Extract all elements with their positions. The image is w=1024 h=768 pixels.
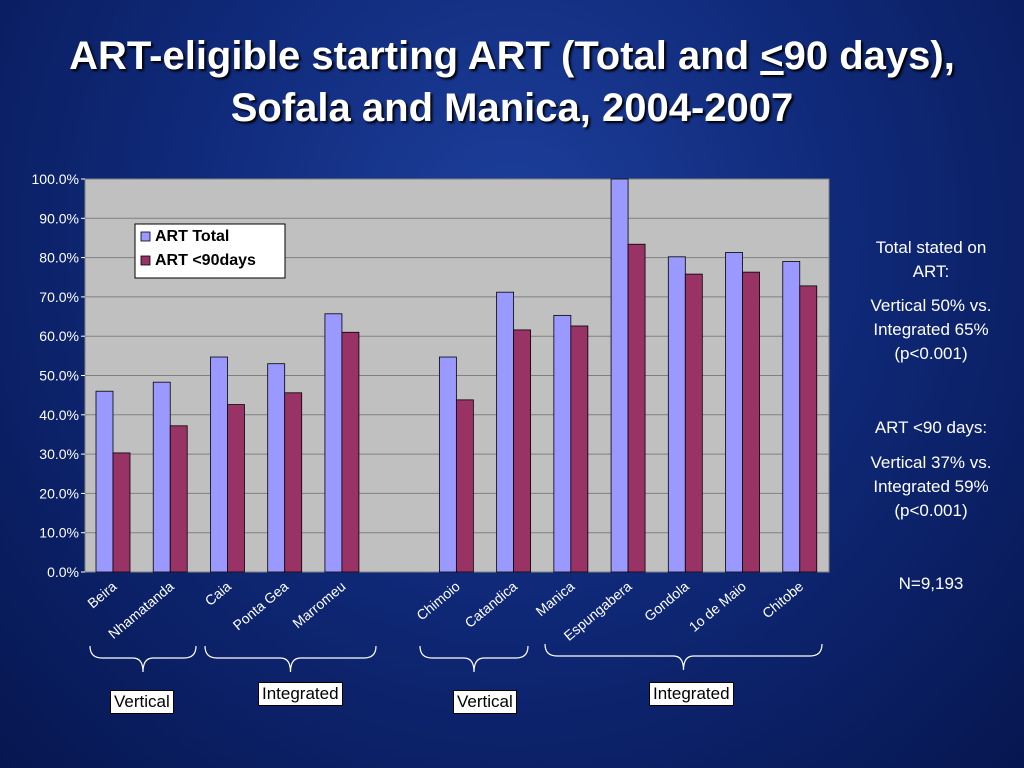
x-tick-label: 1o de Maio	[686, 578, 750, 635]
bar-art-90days	[513, 329, 532, 573]
bar-art-total	[553, 314, 572, 573]
x-tick-label: Gondola	[641, 578, 692, 624]
bar-art-total	[210, 356, 228, 573]
group-label-integrated-manica: Integrated	[649, 682, 734, 706]
bar-art-total	[95, 390, 114, 573]
title-underline: <	[760, 34, 784, 78]
x-tick-label: Caia	[202, 578, 235, 609]
slide-title: ART-eligible starting ART (Total and <90…	[40, 30, 984, 134]
bar-art-90days	[284, 392, 303, 573]
group-label-vertical-manica: Vertical	[453, 690, 517, 714]
bar-art-90days	[684, 273, 703, 573]
bar-art-total	[667, 256, 686, 573]
legend-swatch	[140, 231, 151, 242]
bar-art-90days	[455, 399, 474, 573]
bar-art-total	[152, 381, 171, 573]
y-tick-label: 70.0%	[39, 289, 79, 305]
note-days-detail: Vertical 37% vs. Integrated 59% (p<0.001…	[870, 453, 992, 520]
group-brace	[544, 643, 823, 671]
x-tick-label: Marromeu	[289, 578, 348, 631]
y-tick-label: 20.0%	[39, 485, 79, 501]
group-brace	[204, 645, 377, 673]
legend-box	[134, 223, 286, 279]
x-tick-label: Chitobe	[759, 578, 806, 621]
legend-swatch	[140, 255, 151, 266]
bar-art-90days	[112, 452, 131, 573]
bar-art-total	[267, 363, 286, 573]
group-brace	[89, 645, 197, 673]
group-label-vertical-sofala: Vertical	[110, 690, 174, 714]
group-brace	[419, 645, 529, 673]
note-total-detail: Vertical 50% vs. Integrated 65% (p<0.001…	[870, 296, 992, 363]
bar-art-90days	[341, 331, 360, 573]
note-days-heading: ART <90 days:	[874, 418, 988, 437]
bar-art-total	[610, 178, 629, 573]
bar-art-total	[324, 313, 343, 573]
x-tick-label: Ponta Gea	[230, 578, 292, 633]
x-tick-label: Catandica	[462, 578, 521, 631]
bar-art-90days	[227, 404, 245, 573]
y-tick-label: 0.0%	[47, 564, 79, 580]
y-tick-label: 60.0%	[39, 328, 79, 344]
y-tick-label: 50.0%	[39, 368, 79, 384]
legend-label: ART <90days	[155, 252, 256, 269]
title-part1: ART-eligible starting ART (Total and	[69, 34, 761, 78]
y-tick-label: 30.0%	[39, 446, 79, 462]
bar-art-90days	[169, 425, 188, 573]
bar-art-total	[725, 252, 743, 573]
bar-art-90days	[799, 285, 818, 573]
bar-art-90days	[742, 271, 760, 573]
bar-art-90days	[627, 243, 646, 573]
group-label-integrated-sofala: Integrated	[258, 682, 343, 706]
bar-art-total	[496, 291, 515, 573]
legend-label: ART Total	[155, 228, 229, 245]
note-n: N=9,193	[898, 574, 964, 593]
x-tick-label: Beira	[84, 578, 119, 611]
y-tick-label: 10.0%	[39, 525, 79, 541]
x-tick-label: Manica	[533, 578, 578, 619]
bar-art-total	[438, 356, 457, 573]
bar-art-total	[782, 261, 801, 573]
bar-art-90days	[570, 325, 589, 573]
title-part2: 90 days), Sofala and Manica, 2004-2007	[230, 34, 955, 130]
note-total-heading: Total stated on ART:	[875, 238, 987, 281]
y-tick-label: 100.0%	[32, 171, 79, 187]
y-tick-label: 90.0%	[39, 210, 79, 226]
y-tick-label: 40.0%	[39, 407, 79, 423]
y-tick-label: 80.0%	[39, 250, 79, 266]
x-tick-label: Chimoio	[413, 578, 463, 623]
